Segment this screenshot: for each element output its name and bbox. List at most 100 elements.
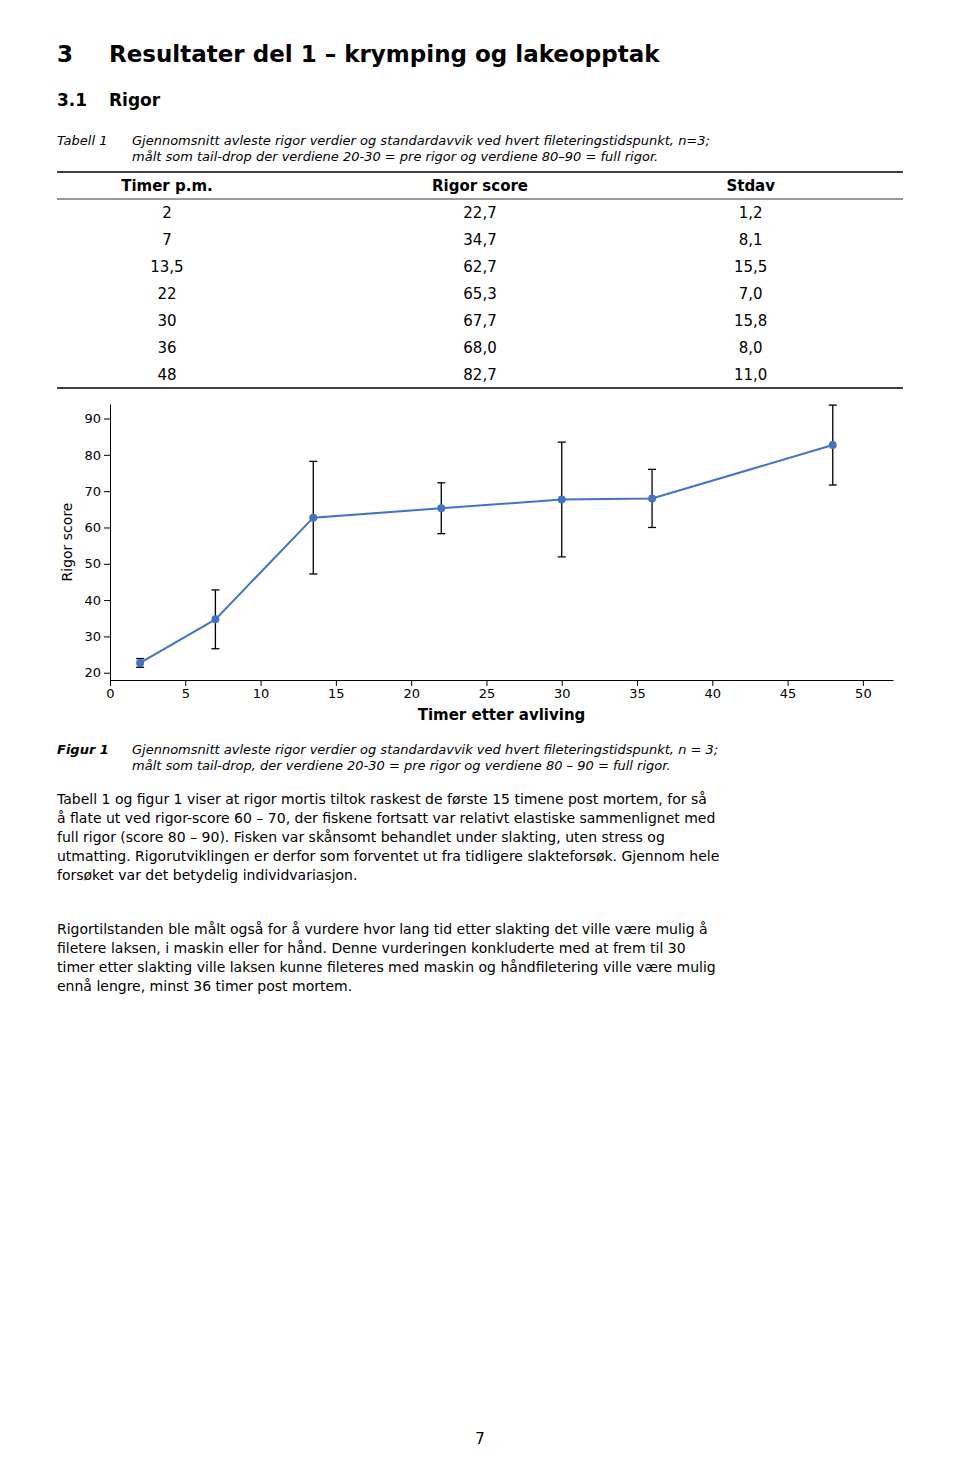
- table-cell: 30: [157, 312, 176, 330]
- y-axis-tick-label: 30: [84, 629, 101, 644]
- y-axis-tick-mark: [104, 673, 110, 674]
- body-text: forsøket var det betydelig individvarias…: [57, 867, 357, 883]
- x-axis-tick-mark: [788, 680, 789, 686]
- table-cell: 22: [157, 285, 176, 303]
- x-axis-tick-mark: [261, 680, 262, 686]
- x-axis-tick-label: 20: [403, 686, 420, 701]
- y-axis-tick: 70: [84, 484, 110, 499]
- y-axis-tick-mark: [104, 455, 110, 456]
- y-axis-tick: 60: [84, 520, 110, 535]
- figure-caption: Gjennomsnitt avleste rigor verdier og st…: [132, 742, 718, 757]
- x-axis-tick-label: 10: [253, 686, 270, 701]
- x-axis-tick: 25: [479, 680, 496, 701]
- y-axis-tick-label: 90: [84, 411, 101, 426]
- y-axis-tick: 80: [84, 448, 110, 463]
- table-cell: 7,0: [739, 285, 763, 303]
- body-text: full rigor (score 80 – 90). Fisken var s…: [57, 829, 665, 845]
- data-line: [140, 445, 833, 663]
- y-axis-tick-label: 40: [84, 593, 101, 608]
- y-axis-tick-label: 80: [84, 448, 101, 463]
- table-cell: 7: [162, 231, 172, 249]
- table-cell: 8,0: [739, 339, 763, 357]
- table-header: Stdav: [726, 177, 775, 195]
- y-axis-tick: 20: [84, 665, 110, 680]
- page-number: 7: [475, 1430, 485, 1448]
- y-axis-tick-mark: [104, 491, 110, 492]
- data-point: [558, 496, 566, 504]
- x-axis-tick-mark: [336, 680, 337, 686]
- y-axis-tick-label: 60: [84, 520, 101, 535]
- y-axis-tick: 90: [84, 411, 110, 426]
- x-axis-tick: 45: [780, 680, 797, 701]
- x-axis-tick: 35: [629, 680, 646, 701]
- table-cell: 68,0: [463, 339, 496, 357]
- error-bar: [211, 590, 219, 649]
- table-bottom-rule: [57, 387, 903, 389]
- body-text: utmatting. Rigorutviklingen er derfor so…: [57, 848, 719, 864]
- error-bar-cap: [211, 589, 219, 590]
- body-text: timer etter slakting ville laksen kunne …: [57, 959, 716, 975]
- error-bar-cap: [829, 404, 837, 405]
- section-title: Rigor: [109, 90, 161, 110]
- error-bar-cap: [309, 461, 317, 462]
- chart: 0 5 10 15 20 25 30 35 40 45 50 20 30 40 50 60 70 80 90 Time…: [59, 405, 894, 725]
- error-bar-cap: [648, 527, 656, 528]
- x-axis-tick-label: 30: [554, 686, 571, 701]
- table-cell: 67,7: [463, 312, 496, 330]
- y-axis-tick: 30: [84, 629, 110, 644]
- page: 3Resultater del 1 – krymping og lakeoppt…: [0, 0, 960, 1470]
- table-header: Rigor score: [432, 177, 528, 195]
- x-axis-title: Timer etter avliving: [418, 706, 586, 724]
- x-axis-tick-mark: [863, 680, 864, 686]
- table-cell: 34,7: [463, 231, 496, 249]
- table-cell: 13,5: [150, 258, 183, 276]
- x-axis-line: [111, 680, 894, 681]
- x-axis-tick-label: 40: [705, 686, 722, 701]
- data-point: [136, 659, 144, 667]
- y-axis-title: Rigor score: [59, 503, 75, 582]
- data-point: [309, 514, 317, 522]
- table-cell: 36: [157, 339, 176, 357]
- x-axis-tick: 5: [182, 680, 190, 701]
- error-bar-cap: [211, 648, 219, 649]
- x-axis-tick-mark: [411, 680, 412, 686]
- x-axis-tick: 0: [106, 680, 114, 701]
- body-text: filetere laksen, i maskin eller for hånd…: [57, 940, 686, 956]
- y-axis-tick-mark: [104, 636, 110, 637]
- x-axis-tick-label: 5: [182, 686, 190, 701]
- error-bar: [558, 442, 566, 557]
- figure-caption: målt som tail-drop, der verdiene 20-30 =…: [132, 758, 671, 773]
- table-cell: 65,3: [463, 285, 496, 303]
- y-axis-tick-mark: [104, 564, 110, 565]
- x-axis-tick-mark: [712, 680, 713, 686]
- x-axis-tick-label: 15: [328, 686, 345, 701]
- error-bar: [309, 461, 317, 574]
- x-axis-tick-label: 35: [629, 686, 646, 701]
- error-bar: [136, 659, 144, 668]
- x-axis-tick: 15: [328, 680, 345, 701]
- error-bar-cap: [558, 441, 566, 442]
- error-bar-cap: [437, 482, 445, 483]
- figure-caption-label: Figur 1: [57, 742, 109, 757]
- table-cell: 8,1: [739, 231, 763, 249]
- table-cell: 82,7: [463, 366, 496, 384]
- table-caption-label: Tabell 1: [57, 133, 107, 148]
- y-axis-tick: 50: [84, 556, 110, 571]
- y-axis-tick-label: 20: [84, 665, 101, 680]
- table-cell: 2: [162, 204, 172, 222]
- body-text: ennå lengre, minst 36 timer post mortem.: [57, 978, 352, 994]
- x-axis-tick: 20: [403, 680, 420, 701]
- x-axis-tick-mark: [185, 680, 186, 686]
- x-axis-tick-mark: [637, 680, 638, 686]
- body-text: Tabell 1 og figur 1 viser at rigor morti…: [56, 791, 707, 807]
- x-axis-tick-label: 25: [479, 686, 496, 701]
- x-axis: 0 5 10 15 20 25 30 35 40 45 50: [106, 680, 893, 701]
- error-bar-cap: [437, 533, 445, 534]
- data-point: [829, 441, 837, 449]
- error-bar-cap: [558, 556, 566, 557]
- table-top-rule: [57, 171, 903, 173]
- x-axis-tick-mark: [486, 680, 487, 686]
- y-axis: 20 30 40 50 60 70 80 90: [84, 405, 110, 681]
- x-axis-tick-label: 50: [855, 686, 872, 701]
- y-axis-tick: 40: [84, 593, 110, 608]
